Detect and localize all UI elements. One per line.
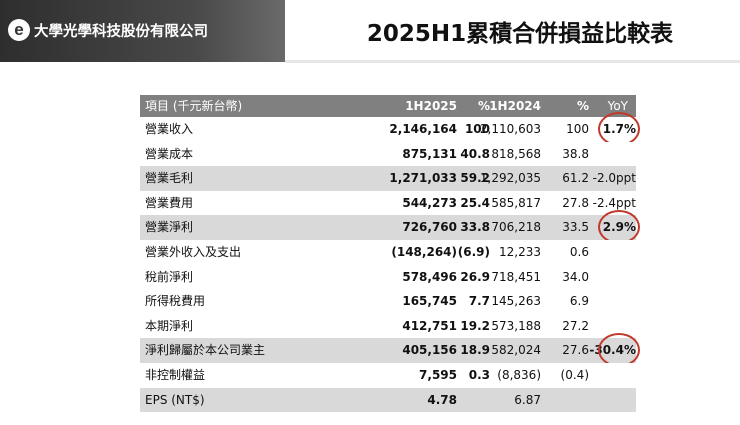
cell-value: 19.2	[460, 318, 490, 333]
cell-value: 6.87	[514, 392, 541, 407]
cell-value: 25.4	[460, 195, 490, 210]
column-header: %	[477, 99, 490, 113]
cell-value: (148,264)	[391, 245, 457, 259]
cell-value: 582,024	[491, 343, 541, 358]
cell-value: 7,595	[419, 368, 457, 382]
table-row	[140, 289, 636, 315]
column-header: YoY	[607, 99, 628, 113]
cell-value: 61.2	[562, 171, 589, 186]
cell-value: 59.2	[460, 171, 490, 186]
row-label: 營業毛利	[145, 171, 194, 186]
company-name: 大學光學科技股份有限公司	[34, 24, 208, 40]
cell-value: 26.9	[460, 269, 490, 284]
cell-value: 818,568	[491, 146, 541, 161]
cell-value: 585,817	[491, 195, 541, 210]
cell-value: 875,131	[402, 146, 457, 161]
table-row	[140, 166, 636, 192]
row-label: 營業淨利	[145, 220, 194, 235]
cell-value: 165,745	[402, 294, 457, 309]
cell-value: 145,263	[491, 294, 541, 309]
column-header: 項目 (千元新台幣)	[145, 99, 243, 113]
cell-value: 0.3	[468, 368, 490, 382]
cell-value: 27.2	[562, 318, 589, 333]
cell-value: 6.9	[569, 294, 589, 309]
slide-title: 2025H1累積合併損益比較表	[366, 21, 674, 47]
cell-value: 2,110,603	[479, 122, 541, 136]
cell-value: 405,156	[402, 343, 457, 358]
cell-value: 12,233	[499, 245, 541, 259]
column-header: 1H2024	[489, 99, 541, 113]
cell-value: (0.4)	[560, 368, 589, 382]
banner: e 大學光學科技股份有限公司	[0, 0, 285, 62]
cell-value: 1,292,035	[479, 171, 541, 186]
table-row	[140, 387, 636, 414]
cell-value: (6.9)	[457, 245, 490, 259]
cell-value: 578,496	[402, 269, 457, 284]
cell-value: 100	[464, 122, 490, 136]
row-label: 本期淨利	[145, 318, 194, 333]
row-label: 稅前淨利	[145, 269, 194, 284]
logo: e	[8, 19, 30, 41]
cell-value: 706,218	[491, 220, 541, 235]
column-header: %	[576, 99, 589, 113]
cell-value: 27.8	[562, 195, 589, 210]
cell-value: 2,146,164	[389, 122, 457, 136]
column-header: 1H2025	[405, 99, 457, 113]
cell-value: 1,271,033	[389, 171, 457, 186]
cell-value: -2.0ppt	[592, 171, 636, 186]
cell-value: 18.9	[460, 343, 490, 358]
row-label: EPS (NT$)	[145, 392, 205, 407]
cell-value: 33.8	[460, 220, 490, 235]
row-label: 非控制權益	[145, 368, 206, 382]
row-label: 所得稅費用	[145, 294, 206, 309]
row-label: 營業成本	[145, 146, 194, 161]
cell-value: -2.4ppt	[592, 195, 636, 210]
table-row	[140, 117, 636, 143]
cell-value: 7.7	[468, 294, 490, 309]
row-label: 淨利歸屬於本公司業主	[145, 343, 266, 358]
header-rule	[285, 60, 740, 63]
cell-value: 0.6	[569, 245, 589, 259]
cell-value: 4.78	[427, 392, 457, 407]
cell-value: 544,273	[402, 195, 457, 210]
table-row	[140, 264, 636, 291]
cell-value: 33.5	[562, 220, 589, 235]
cell-value: 100	[566, 122, 589, 136]
row-label: 營業收入	[145, 122, 194, 136]
cell-value: 726,760	[402, 220, 457, 235]
header-row	[140, 95, 636, 117]
row-label: 營業費用	[145, 195, 194, 210]
cell-value: 38.8	[562, 146, 589, 161]
cell-value: (8,836)	[497, 368, 541, 382]
cell-value: 27.6	[562, 343, 589, 358]
row-label: 營業外收入及支出	[145, 245, 242, 259]
cell-value: 40.8	[460, 146, 490, 161]
cell-value: 412,751	[402, 318, 457, 333]
cell-value: 573,188	[491, 318, 541, 333]
cell-value: 718,451	[491, 269, 541, 284]
cell-value: 34.0	[562, 269, 589, 284]
